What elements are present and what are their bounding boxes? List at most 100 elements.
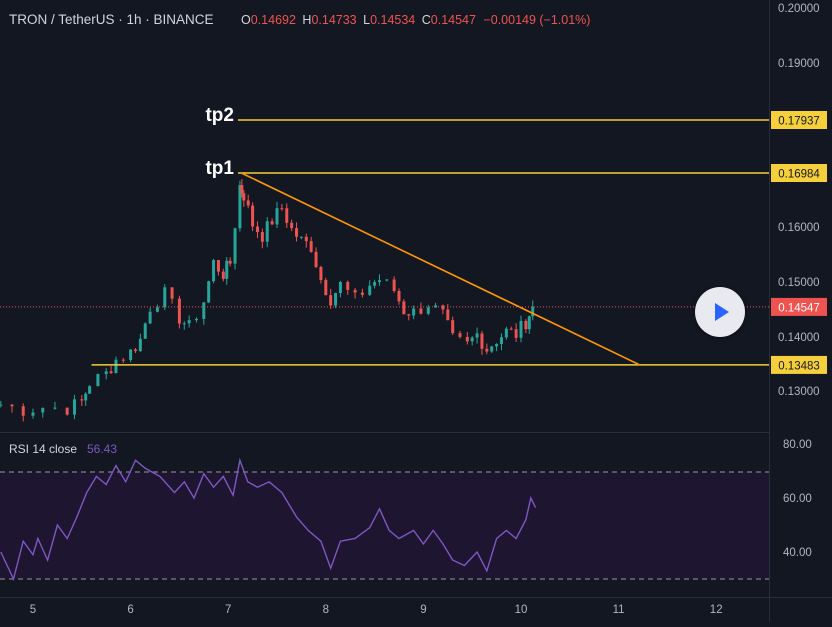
candle-body	[471, 338, 474, 342]
candle-body	[32, 412, 35, 415]
candle-body	[139, 339, 142, 351]
candle-body	[80, 399, 83, 400]
candle-body	[480, 333, 483, 348]
candle-body	[295, 228, 298, 237]
candle-body	[96, 374, 99, 386]
candle-body	[427, 308, 430, 314]
candle-body	[11, 405, 14, 407]
candle-body	[207, 281, 210, 302]
trendline[interactable]	[242, 173, 640, 365]
candle-body	[261, 232, 264, 242]
candle-body	[256, 227, 259, 233]
candle-body	[149, 312, 152, 324]
replay-play-button[interactable]	[695, 287, 745, 337]
candlestick-series	[0, 179, 534, 421]
candle-body	[393, 280, 396, 291]
candle-body	[84, 394, 87, 401]
candle-body	[368, 286, 371, 295]
candle-body	[528, 316, 531, 329]
rsi-band-fill	[0, 472, 769, 579]
candle-body	[495, 344, 498, 346]
candle-body	[300, 237, 303, 238]
current-price-tag-text: 0.14547	[778, 302, 820, 314]
time-tick-label: 10	[515, 604, 528, 616]
candle-body	[66, 408, 69, 415]
candle-body	[305, 237, 308, 241]
candle-body	[339, 282, 342, 293]
candle-body	[505, 329, 508, 338]
candle-body	[520, 321, 523, 338]
rsi-tick-label: 80.00	[783, 439, 812, 451]
candle-body	[234, 228, 237, 263]
candle-body	[385, 280, 388, 281]
open-value: 0.14692	[251, 13, 296, 27]
price-axis: 0.130000.140000.150000.160000.190000.200…	[778, 3, 820, 398]
time-tick-label: 7	[225, 604, 231, 616]
candle-body	[225, 261, 228, 279]
change-value: −0.00149 (−1.01%)	[483, 13, 590, 27]
candle-body	[0, 405, 2, 406]
symbol-title[interactable]: TRON / TetherUS · 1h · BINANCE	[9, 12, 214, 27]
candle-body	[276, 208, 279, 224]
candle-body	[476, 333, 479, 337]
candle-body	[88, 386, 91, 394]
high-value: 0.14733	[311, 13, 356, 27]
candle-body	[398, 291, 401, 301]
level-lines: tp2tp1	[0, 105, 769, 365]
candle-body	[319, 267, 322, 280]
candle-body	[459, 333, 462, 337]
candle-body	[510, 329, 513, 330]
candle-body	[466, 337, 469, 341]
ohlc-readout: O0.14692 H0.14733 L0.14534 C0.14547 −0.0…	[241, 13, 590, 27]
candle-body	[280, 208, 283, 209]
candle-body	[490, 346, 493, 351]
low-value: 0.14534	[370, 13, 415, 27]
candle-body	[361, 293, 364, 295]
time-axis: 5 6 7 8 9 10 11 12	[30, 604, 723, 616]
candle-body	[373, 282, 376, 286]
rsi-title[interactable]: RSI 14 close	[9, 442, 77, 456]
candle-body	[122, 360, 125, 361]
candle-body	[114, 360, 117, 373]
candle-body	[378, 280, 381, 282]
candle-body	[402, 301, 405, 314]
level-price-tag-text: 0.13483	[778, 360, 820, 372]
rsi-tick-label: 40.00	[783, 547, 812, 559]
price-tick-label: 0.19000	[778, 58, 820, 70]
candle-body	[329, 295, 332, 305]
candle-body	[195, 319, 198, 320]
rsi-axis: 80.00 60.00 40.00	[783, 439, 812, 559]
candle-body	[156, 307, 159, 311]
candle-body	[407, 314, 410, 315]
candle-body	[110, 371, 113, 373]
price-tick-label: 0.13000	[778, 386, 820, 398]
price-tick-label: 0.20000	[778, 3, 820, 15]
candle-body	[290, 223, 293, 228]
candle-body	[419, 309, 422, 314]
candle-body	[524, 321, 527, 329]
candle-body	[251, 206, 254, 227]
time-tick-label: 6	[127, 604, 133, 616]
level-price-tag-text: 0.16984	[778, 169, 820, 181]
high-label: H	[302, 13, 311, 27]
price-tick-label: 0.14000	[778, 332, 820, 344]
candle-body	[183, 323, 186, 324]
candle-body	[212, 260, 215, 281]
candle-body	[171, 287, 174, 298]
time-tick-label: 8	[323, 604, 329, 616]
level-label: tp2	[205, 105, 234, 126]
rsi-tick-label: 60.00	[783, 493, 812, 505]
candle-body	[285, 208, 288, 223]
candle-body	[144, 323, 147, 338]
candle-body	[41, 408, 44, 412]
time-tick-label: 5	[30, 604, 36, 616]
candle-body	[346, 282, 349, 290]
candle-body	[324, 280, 327, 295]
candle-body	[531, 307, 534, 317]
candle-body	[271, 221, 274, 224]
candle-body	[334, 293, 337, 305]
low-label: L	[363, 13, 370, 27]
candle-body	[217, 260, 220, 272]
candle-body	[354, 290, 357, 293]
